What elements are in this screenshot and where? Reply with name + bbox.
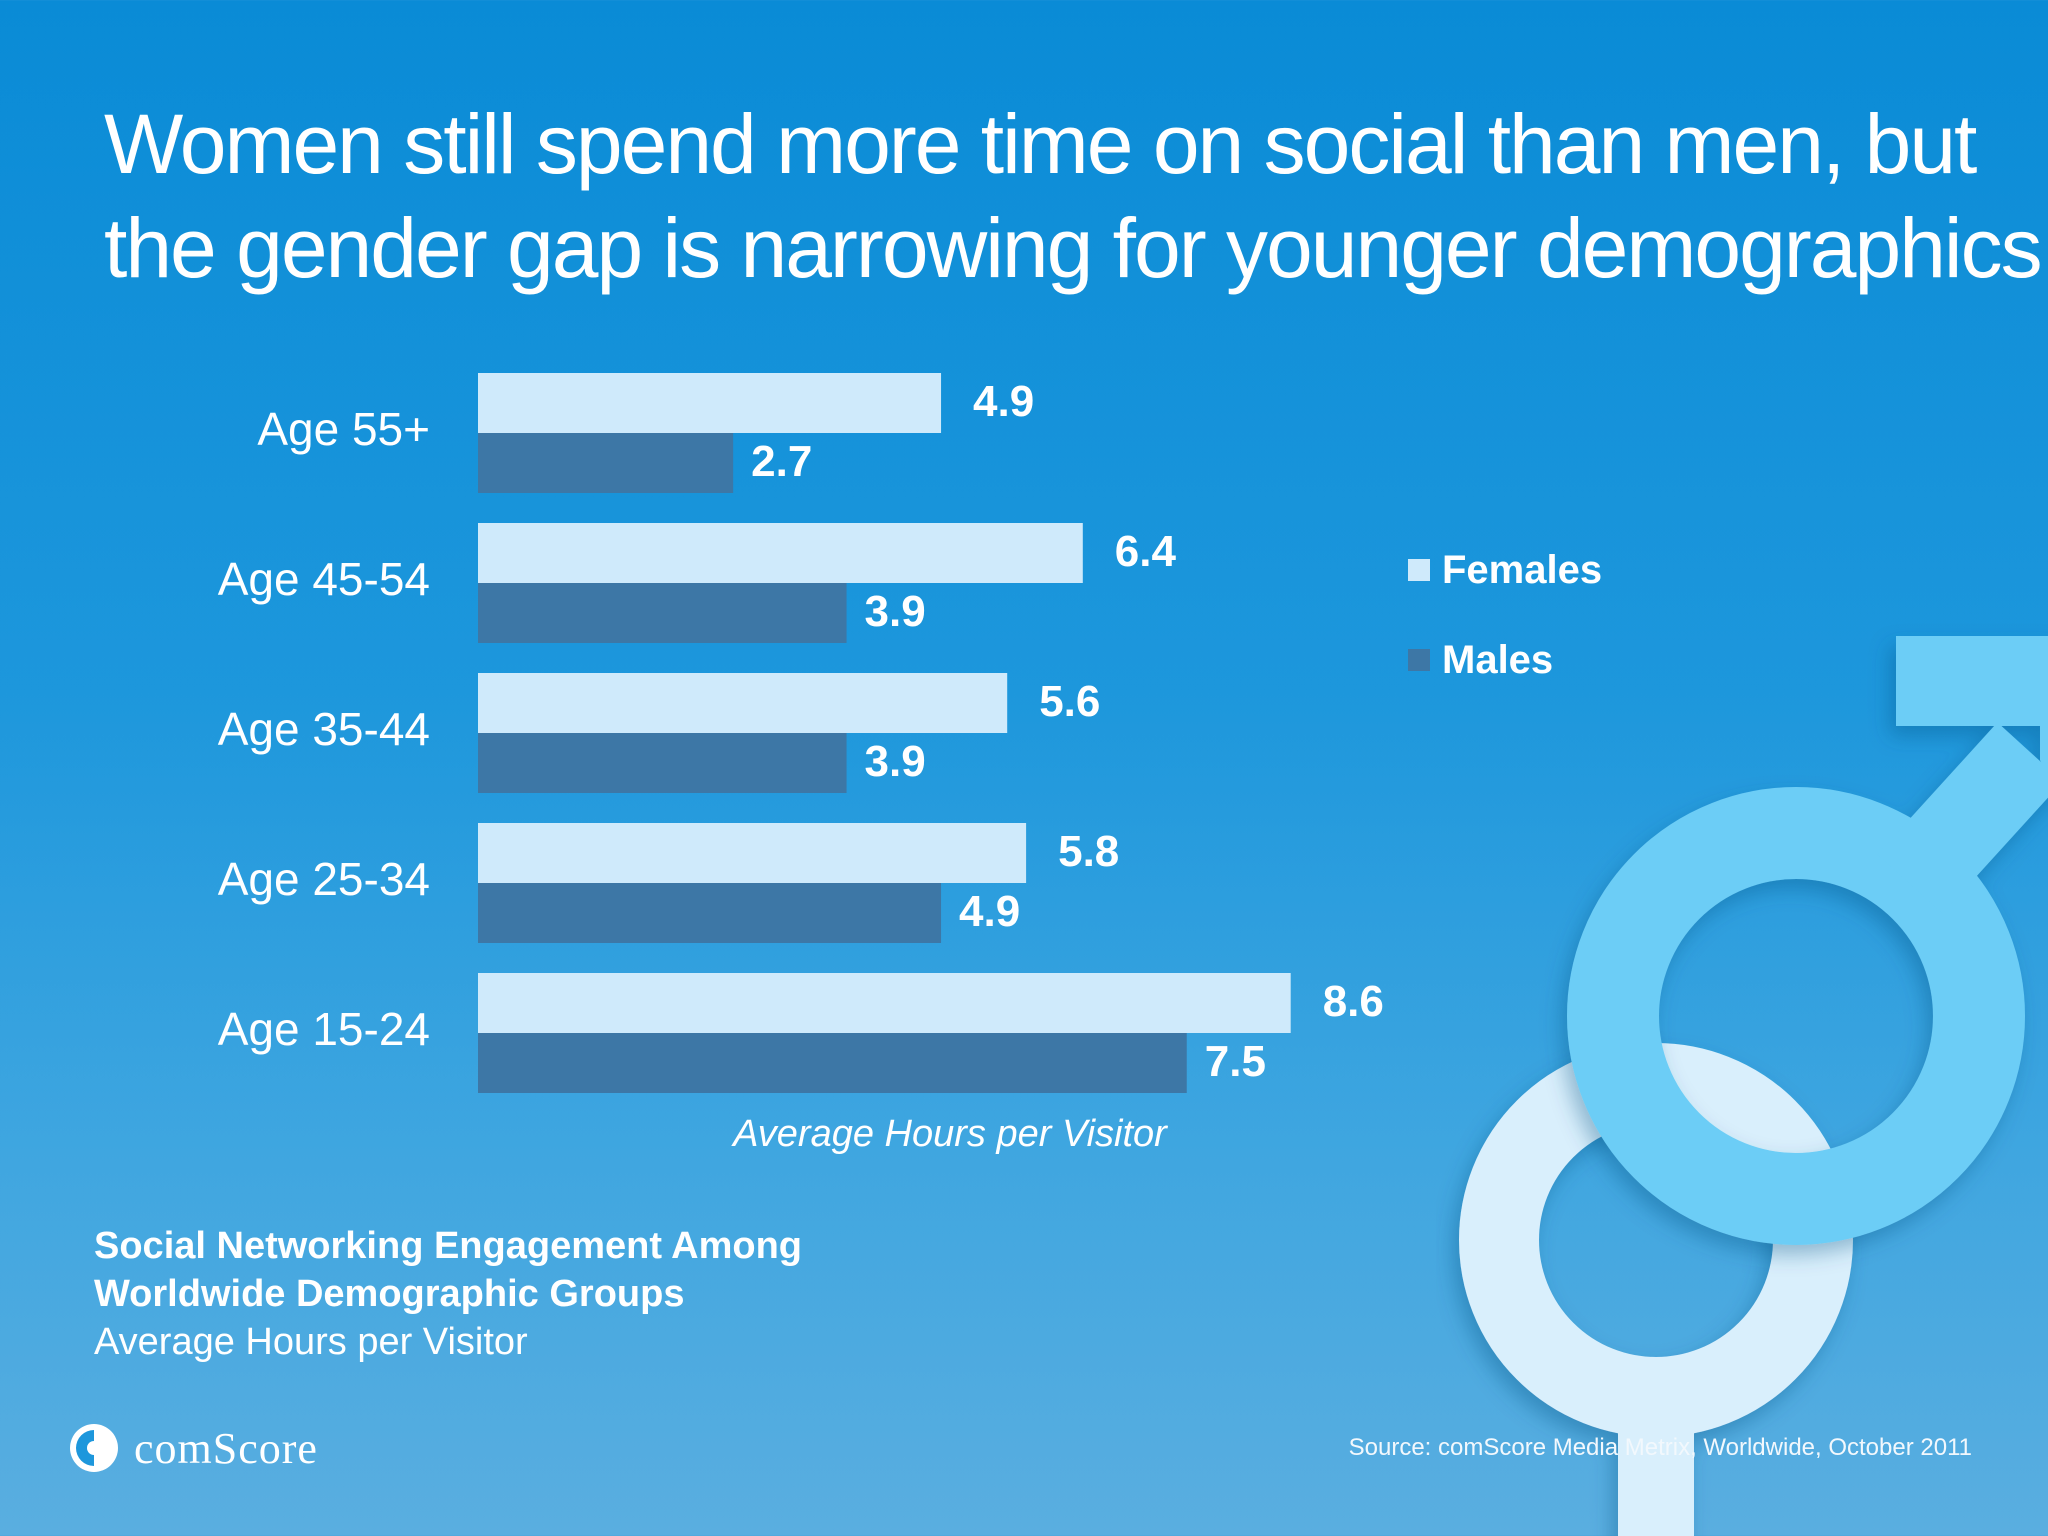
male-symbol-icon [1567, 636, 2048, 1245]
headline-line-2: the gender gap is narrowing for younger … [104, 201, 2048, 295]
headline-line-1: Women still spend more time on social th… [104, 97, 1977, 191]
chart-caption: Social Networking Engagement Among World… [94, 1222, 802, 1366]
data-label-females: 5.8 [1058, 827, 1119, 876]
bar-males [478, 733, 847, 793]
category-label: Age 25-34 [218, 853, 430, 905]
legend-swatch-females [1408, 559, 1430, 581]
source-note: Source: comScore Media Metrix, Worldwide… [1348, 1434, 1972, 1461]
legend-item-males: Males [1408, 638, 1602, 682]
data-label-males: 2.7 [751, 437, 812, 486]
data-label-females: 8.6 [1323, 977, 1384, 1026]
data-label-males: 3.9 [865, 587, 926, 636]
data-label-females: 6.4 [1115, 527, 1177, 576]
legend-label-males: Males [1442, 637, 1554, 682]
brand: comScore [68, 1422, 318, 1474]
bar-males [478, 1033, 1187, 1093]
brand-name: comScore [134, 1423, 318, 1473]
data-label-males: 7.5 [1205, 1037, 1266, 1086]
bar-females [478, 523, 1083, 583]
data-label-females: 5.6 [1039, 677, 1100, 726]
bar-females [478, 373, 942, 433]
category-label: Age 55+ [257, 403, 430, 455]
chart-legend: Females Males [1408, 548, 1602, 728]
x-axis-label: Average Hours per Visitor [731, 1113, 1168, 1155]
bar-females [478, 823, 1027, 883]
comscore-logo-icon [70, 1424, 118, 1472]
data-label-males: 4.9 [959, 887, 1020, 936]
bar-females [478, 673, 1008, 733]
legend-label-females: Females [1442, 547, 1603, 592]
bar-females [478, 973, 1291, 1033]
category-label: Age 15-24 [218, 1003, 430, 1055]
data-label-females: 4.9 [973, 377, 1034, 426]
caption-line-1: Social Networking Engagement Among [94, 1225, 803, 1267]
caption-line-3: Average Hours per Visitor [94, 1321, 528, 1363]
data-label-males: 3.9 [865, 737, 926, 786]
caption-line-2: Worldwide Demographic Groups [94, 1273, 685, 1315]
headline: Women still spend more time on social th… [104, 92, 2048, 300]
bar-males [478, 583, 847, 643]
category-label: Age 45-54 [218, 553, 430, 605]
category-label: Age 35-44 [218, 703, 430, 755]
bar-males [478, 883, 942, 943]
legend-swatch-males [1408, 649, 1430, 671]
legend-item-females: Females [1408, 548, 1602, 592]
bar-males [478, 433, 734, 493]
